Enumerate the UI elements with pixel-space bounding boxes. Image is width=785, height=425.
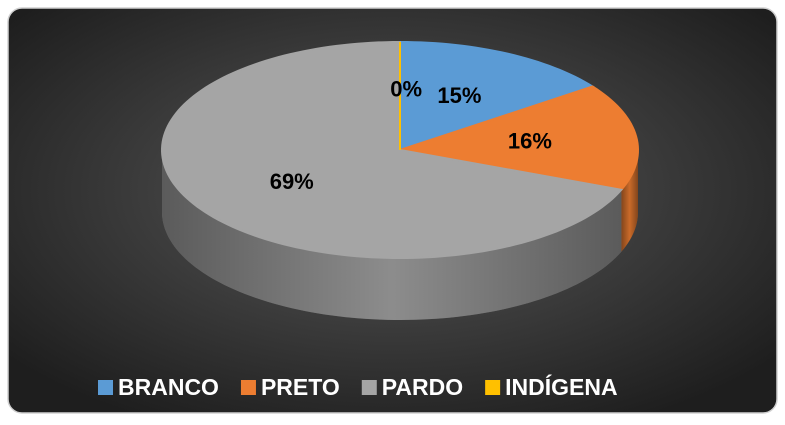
legend-label: PRETO	[261, 374, 340, 400]
legend-label: PARDO	[382, 374, 463, 400]
legend-label: BRANCO	[118, 374, 219, 400]
pie-slice	[161, 40, 624, 260]
data-label: 69%	[270, 169, 314, 194]
legend: BRANCO PRETO PARDO INDÍGENA	[98, 373, 618, 400]
pie-side-shade	[162, 150, 622, 320]
legend-swatch	[485, 380, 501, 395]
legend-label: INDÍGENA	[505, 373, 617, 400]
legend-swatch	[361, 380, 377, 395]
pie: 15% 16% 69% 0%	[161, 40, 639, 320]
data-label: 0%	[390, 76, 422, 101]
pie-slice	[399, 40, 595, 152]
pie-slice	[399, 85, 639, 191]
pie-side-shade	[621, 150, 638, 252]
data-label: 16%	[508, 128, 552, 153]
legend-swatch	[98, 380, 113, 395]
data-label: 15%	[437, 83, 481, 108]
legend-swatch	[240, 380, 256, 395]
